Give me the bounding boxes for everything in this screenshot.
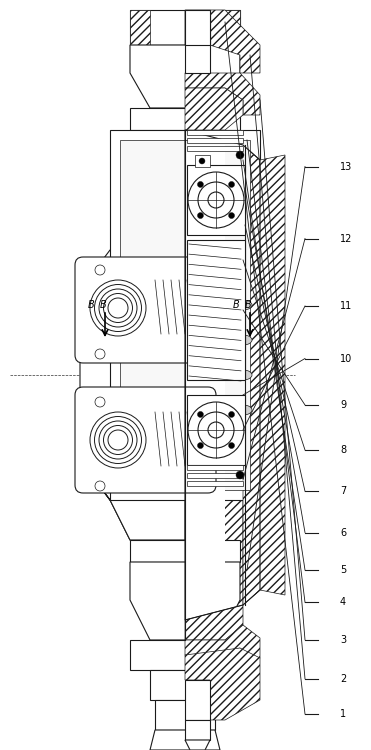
Circle shape	[95, 397, 105, 407]
Text: 8: 8	[340, 445, 346, 455]
Ellipse shape	[234, 405, 252, 415]
Text: B: B	[233, 300, 240, 310]
Bar	[130, 10, 240, 45]
Circle shape	[95, 481, 105, 491]
Circle shape	[95, 265, 105, 275]
Circle shape	[199, 158, 205, 164]
Polygon shape	[185, 740, 210, 750]
Bar	[130, 640, 240, 670]
Bar	[187, 130, 243, 135]
Polygon shape	[185, 10, 260, 73]
Bar	[185, 680, 210, 720]
Polygon shape	[80, 250, 260, 500]
Circle shape	[236, 471, 244, 479]
Circle shape	[197, 182, 203, 188]
Ellipse shape	[234, 370, 252, 380]
Bar	[187, 473, 243, 478]
Circle shape	[229, 412, 234, 418]
Polygon shape	[185, 73, 260, 115]
Bar	[187, 165, 245, 235]
Polygon shape	[185, 605, 243, 640]
Polygon shape	[185, 130, 243, 620]
Bar	[155, 700, 215, 730]
Text: 12: 12	[340, 233, 352, 244]
Bar	[130, 108, 240, 130]
Circle shape	[95, 349, 105, 359]
Text: 7: 7	[340, 486, 346, 496]
Bar	[110, 130, 260, 500]
Circle shape	[229, 442, 234, 448]
Bar	[187, 138, 243, 143]
Polygon shape	[243, 145, 285, 605]
Ellipse shape	[234, 300, 252, 310]
Bar	[187, 146, 243, 151]
Text: 1: 1	[340, 709, 346, 719]
Circle shape	[197, 442, 203, 448]
Bar	[130, 540, 240, 562]
Text: 13: 13	[340, 161, 352, 172]
Bar	[187, 240, 245, 380]
FancyBboxPatch shape	[75, 257, 216, 363]
Text: 6: 6	[340, 527, 346, 538]
Bar	[150, 45, 220, 73]
Polygon shape	[130, 45, 240, 108]
Bar	[120, 140, 250, 490]
Text: 9: 9	[340, 400, 346, 410]
Bar	[187, 395, 245, 465]
Bar	[185, 720, 210, 740]
Bar	[150, 670, 220, 700]
Text: 11: 11	[340, 301, 352, 311]
Polygon shape	[185, 625, 260, 658]
Polygon shape	[150, 730, 220, 750]
Text: B: B	[100, 300, 107, 310]
FancyBboxPatch shape	[75, 387, 216, 493]
Circle shape	[197, 412, 203, 418]
Bar	[185, 10, 210, 45]
Bar	[187, 481, 243, 486]
Text: 10: 10	[340, 353, 352, 364]
Text: 2: 2	[340, 674, 346, 684]
Bar	[187, 465, 243, 470]
Text: 3: 3	[340, 634, 346, 645]
Bar	[195, 155, 210, 167]
Bar	[185, 145, 225, 605]
Polygon shape	[130, 562, 240, 640]
Polygon shape	[220, 10, 240, 45]
Polygon shape	[110, 500, 260, 540]
Text: 4: 4	[340, 597, 346, 608]
Text: 5: 5	[340, 565, 346, 575]
Text: B: B	[88, 300, 95, 310]
Circle shape	[229, 212, 234, 218]
Ellipse shape	[234, 335, 252, 345]
Text: B: B	[245, 300, 252, 310]
Circle shape	[229, 182, 234, 188]
Circle shape	[197, 212, 203, 218]
Polygon shape	[185, 10, 210, 73]
Polygon shape	[130, 10, 150, 45]
Polygon shape	[185, 88, 243, 130]
Polygon shape	[185, 648, 260, 720]
Circle shape	[236, 151, 244, 159]
Polygon shape	[80, 460, 260, 540]
